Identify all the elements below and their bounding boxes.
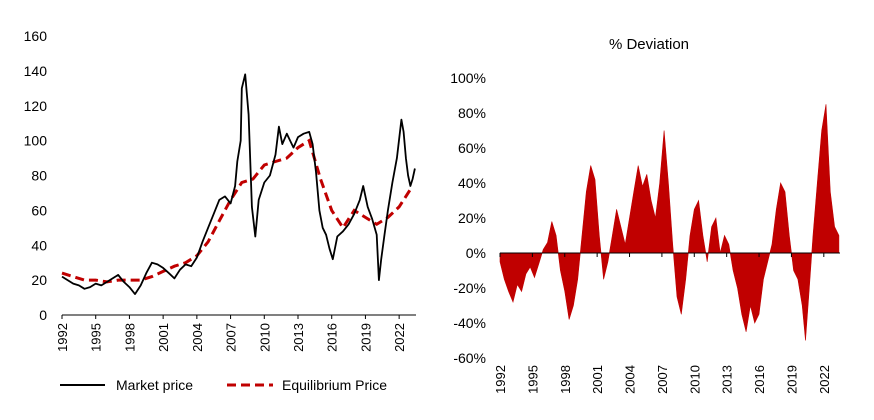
- price-x-axis: 1992 1995 1998 2001 2004 2007 2010 2013 2016 2019…: [55, 315, 407, 352]
- price-y-tick-label: 100: [24, 133, 48, 149]
- price-y-tick-label: 160: [24, 28, 48, 44]
- deviation-chart: % Deviation -60% -40% -20% 0% 20% 40% 60% 80% 10…: [450, 36, 840, 394]
- deviation-y-tick-label: 60%: [458, 140, 486, 156]
- deviation-x-tick-label: 2016: [752, 365, 767, 394]
- legend-market-label: Market price: [116, 377, 193, 393]
- deviation-chart-title: % Deviation: [609, 36, 689, 53]
- deviation-x-axis: 1992 1995 1998 2001 2004 2007 2010 2013 2016 2019…: [493, 253, 832, 394]
- deviation-y-tick-label: 80%: [458, 105, 486, 121]
- deviation-y-tick-label: 0%: [466, 245, 486, 261]
- equilibrium-price-line: [61, 138, 412, 284]
- deviation-x-tick-label: 1992: [493, 365, 508, 394]
- deviation-x-tick-label: 2019: [784, 365, 799, 394]
- price-x-tick-label: 1992: [55, 323, 70, 352]
- price-y-tick-label: 60: [31, 202, 47, 218]
- deviation-y-tick-label: 40%: [458, 175, 486, 191]
- price-x-tick-label: 2016: [325, 323, 340, 352]
- deviation-y-axis: -60% -40% -20% 0% 20% 40% 60% 80% 100%: [450, 70, 486, 366]
- deviation-y-tick-label: -40%: [453, 315, 486, 331]
- deviation-x-tick-label: 1995: [525, 365, 540, 394]
- price-y-tick-label: 0: [39, 307, 47, 323]
- deviation-x-tick-label: 2013: [720, 365, 735, 394]
- price-y-tick-label: 40: [31, 237, 47, 253]
- deviation-x-tick-label: 2010: [687, 365, 702, 394]
- price-x-tick-label: 2004: [190, 323, 205, 352]
- deviation-y-tick-label: -60%: [453, 350, 486, 366]
- deviation-y-tick-label: 20%: [458, 210, 486, 226]
- deviation-x-tick-label: 2022: [817, 365, 832, 394]
- price-x-tick-label: 2013: [291, 323, 306, 352]
- deviation-area: [499, 104, 840, 341]
- legend-equilibrium-label: Equilibrium Price: [282, 377, 387, 393]
- price-x-tick-label: 2010: [257, 323, 272, 352]
- price-y-axis: 0 20 40 60 80 100 120 140 160: [24, 28, 48, 323]
- price-x-tick-label: 2019: [358, 323, 373, 352]
- deviation-y-tick-label: 100%: [450, 70, 486, 86]
- price-y-tick-label: 120: [24, 98, 48, 114]
- price-y-tick-label: 20: [31, 272, 47, 288]
- price-y-tick-label: 80: [31, 168, 47, 184]
- price-y-tick-label: 140: [24, 63, 48, 79]
- price-x-tick-label: 2022: [392, 323, 407, 352]
- legend: Market price Equilibrium Price: [60, 377, 387, 393]
- deviation-x-tick-label: 2007: [655, 365, 670, 394]
- price-x-tick-label: 2007: [224, 323, 239, 352]
- deviation-y-tick-label: -20%: [453, 280, 486, 296]
- deviation-x-tick-label: 1998: [558, 365, 573, 394]
- price-x-tick-label: 1998: [122, 323, 137, 352]
- deviation-x-tick-label: 2004: [623, 365, 638, 394]
- price-chart: 0 20 40 60 80 100 120 140 160 1992 1995 1998 2001 20…: [24, 28, 416, 352]
- price-x-tick-label: 1995: [89, 323, 104, 352]
- market-price-line: [61, 73, 416, 295]
- deviation-x-tick-label: 2001: [590, 365, 605, 394]
- price-x-tick-label: 2001: [156, 323, 171, 352]
